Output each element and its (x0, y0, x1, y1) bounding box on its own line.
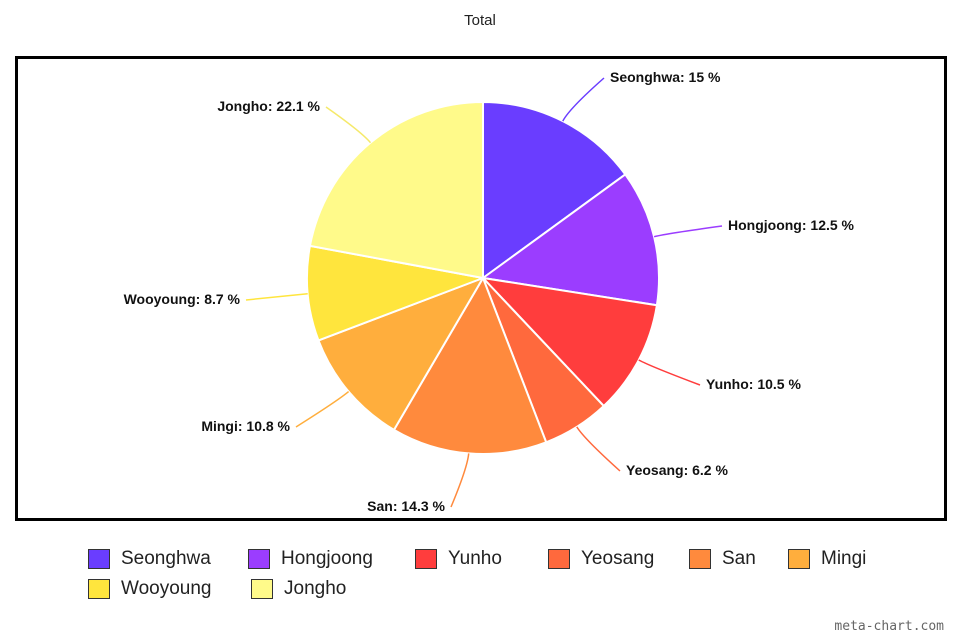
slice-label-hongjoong: Hongjoong: 12.5 % (728, 217, 855, 233)
legend-label: Yunho (448, 548, 502, 569)
pie-slice-mingi[interactable] (317, 276, 486, 432)
legend-swatch (788, 549, 810, 569)
pie-slice-san[interactable] (392, 275, 548, 455)
legend-item-yunho[interactable]: Yunho (415, 548, 502, 570)
legend-swatch (415, 549, 437, 569)
legend-label: Mingi (821, 548, 867, 569)
pie-slice-hongjoong[interactable] (480, 173, 660, 307)
leader-line-seonghwa (562, 77, 605, 122)
legend-item-hongjoong[interactable]: Hongjoong (248, 548, 373, 570)
legend-swatch (88, 579, 110, 599)
legend-item-mingi[interactable]: Mingi (788, 548, 866, 570)
chart-title: Total (464, 12, 496, 29)
legend-item-yeosang[interactable]: Yeosang (548, 548, 654, 570)
legend-item-wooyoung[interactable]: Wooyoung (88, 578, 212, 600)
legend-label: Yeosang (581, 548, 655, 569)
leader-line-hongjoong (653, 225, 723, 238)
legend-label: Jongho (284, 578, 347, 599)
leader-line-mingi (295, 391, 350, 428)
legend-swatch (248, 549, 270, 569)
legend-item-seonghwa[interactable]: Seonghwa (88, 548, 211, 570)
leader-line-yunho (638, 359, 701, 386)
slice-label-mingi: Mingi: 10.8 % (201, 418, 290, 434)
pie-slice-wooyoung[interactable] (306, 244, 487, 342)
legend-swatch (689, 549, 711, 569)
leader-line-yeosang (576, 426, 621, 472)
legend-label: Wooyoung (121, 578, 212, 599)
leader-line-wooyoung (245, 292, 308, 301)
pie-slice-seonghwa[interactable] (482, 100, 627, 280)
pie-slice-jongho[interactable] (308, 100, 484, 280)
slice-label-seonghwa: Seonghwa: 15 % (610, 69, 721, 85)
legend-item-san[interactable]: San (689, 548, 756, 570)
plot-area: Seonghwa: 15 % Hongjoong: 12.5 % Yunho: 10… (15, 56, 947, 521)
legend-swatch (88, 549, 110, 569)
leader-line-jongho (325, 106, 372, 144)
slice-label-san: San: 14.3 % (367, 498, 445, 514)
slice-label-yeosang: Yeosang: 6.2 % (626, 462, 728, 478)
slice-label-wooyoung: Wooyoung: 8.7 % (124, 291, 241, 307)
pie-chart: Seonghwa: 15 % Hongjoong: 12.5 % Yunho: 10… (124, 69, 855, 514)
leader-line-san (450, 453, 470, 508)
legend-item-jongho[interactable]: Jongho (251, 578, 346, 600)
legend-swatch (251, 579, 273, 599)
legend-label: San (722, 548, 756, 569)
pie-slice-yunho[interactable] (480, 276, 659, 408)
watermark: meta-chart.com (834, 619, 944, 634)
slice-label-yunho: Yunho: 10.5 % (706, 376, 801, 392)
legend-label: Seonghwa (121, 548, 211, 569)
legend-label: Hongjoong (281, 548, 373, 569)
slice-label-jongho: Jongho: 22.1 % (217, 98, 320, 114)
legend-swatch (548, 549, 570, 569)
